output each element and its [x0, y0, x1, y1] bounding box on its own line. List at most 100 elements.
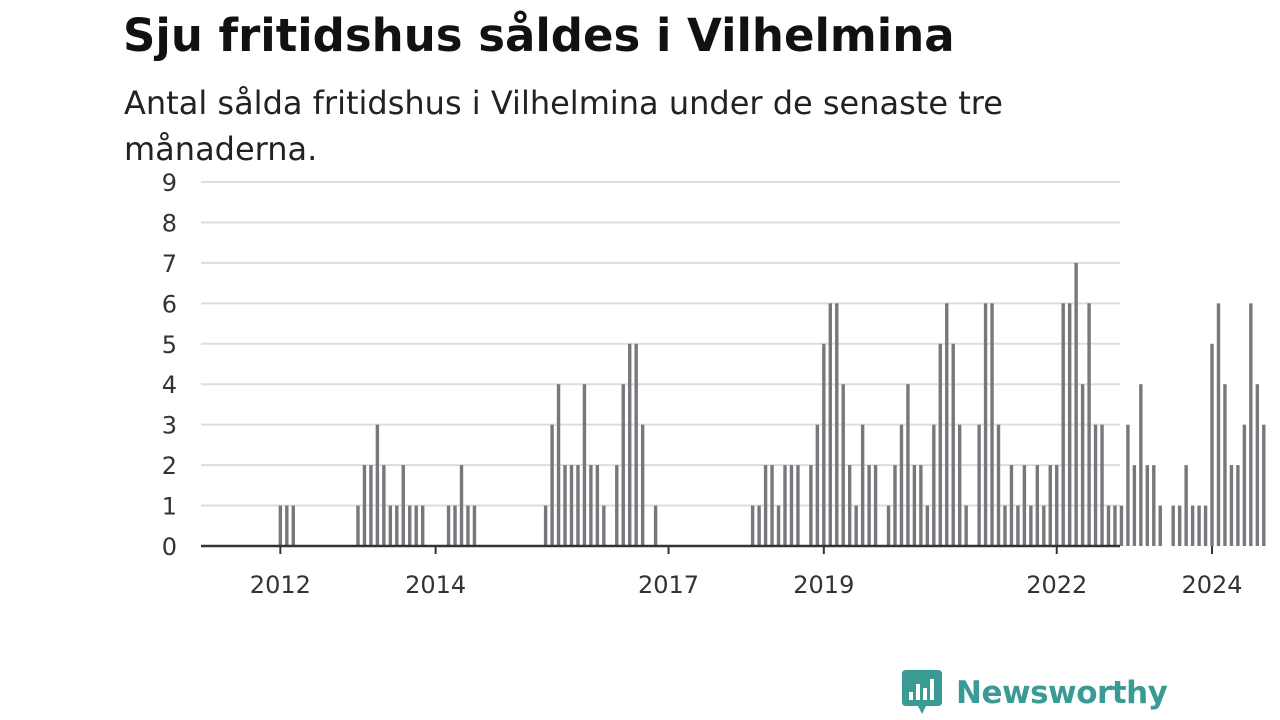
y-tick-label: 4 [162, 371, 177, 399]
bar [1119, 505, 1124, 546]
y-tick-label: 7 [162, 250, 177, 278]
bar [291, 505, 295, 546]
bar [1242, 424, 1247, 546]
bar [640, 424, 645, 546]
y-tick-label: 8 [162, 209, 177, 237]
bar [1093, 424, 1098, 546]
bar [1055, 465, 1059, 546]
bar [983, 303, 988, 546]
bar [615, 465, 619, 546]
chart-subtitle: Antal sålda fritidshus i Vilhelmina unde… [124, 84, 1003, 168]
bar [912, 465, 917, 546]
bar [899, 424, 904, 546]
bar [1177, 505, 1182, 546]
bar [602, 505, 606, 546]
bar [822, 343, 826, 546]
bar [408, 505, 412, 546]
newsworthy-logo: Newsworthy [902, 670, 1168, 716]
bar [414, 505, 418, 546]
bar [1087, 303, 1091, 546]
bar [828, 303, 832, 546]
x-tick-label: 2019 [793, 571, 854, 599]
bar [459, 465, 464, 546]
bar [886, 505, 891, 546]
bar [776, 505, 781, 546]
bar [278, 505, 283, 546]
bar [1022, 465, 1027, 546]
bar [789, 465, 794, 546]
bar [653, 505, 658, 546]
bar [582, 384, 587, 546]
bar [783, 465, 787, 546]
bar [1106, 505, 1111, 546]
bar [996, 424, 1001, 546]
bar [472, 505, 477, 546]
bar [1139, 384, 1143, 546]
bar [446, 505, 451, 546]
bar [401, 465, 405, 546]
bar [957, 424, 962, 546]
bar [569, 465, 574, 546]
bar [841, 384, 845, 546]
y-tick-label: 3 [162, 412, 177, 440]
bar [1223, 384, 1227, 546]
x-tick-label: 2017 [638, 571, 699, 599]
chart-title: Sju fritidshus såldes i Vilhelmina [123, 9, 955, 62]
bar [1009, 465, 1014, 546]
bar [556, 384, 561, 546]
bar [809, 465, 813, 546]
bar [1035, 465, 1040, 546]
bar [925, 505, 930, 546]
bar [356, 505, 360, 546]
bar [420, 505, 425, 546]
bar [1074, 262, 1078, 546]
bar [1197, 505, 1201, 546]
bar [382, 465, 386, 546]
bar [1152, 465, 1156, 546]
bar [1003, 505, 1007, 546]
y-axis-tick-labels: 0 1 2 3 4 5 6 7 8 9 [162, 169, 177, 561]
y-tick-label: 0 [162, 533, 177, 561]
logo-text: Newsworthy [956, 675, 1168, 711]
bar [1171, 505, 1175, 546]
bar [1255, 384, 1260, 546]
bar [770, 465, 774, 546]
bar [906, 384, 910, 546]
bar [543, 505, 548, 546]
bar [1145, 465, 1150, 546]
bar [1216, 303, 1221, 546]
y-tick-label: 9 [162, 169, 177, 197]
bar [951, 343, 955, 546]
bar [388, 505, 393, 546]
bar [932, 424, 936, 546]
bar [634, 343, 638, 546]
bar [873, 465, 878, 546]
bar [1042, 505, 1046, 546]
bar [1080, 384, 1085, 546]
x-tick-label: 2012 [250, 571, 311, 599]
bar [375, 424, 380, 546]
y-tick-label: 5 [162, 331, 177, 359]
bar [796, 465, 800, 546]
bar [550, 424, 554, 546]
x-tick-label: 2014 [405, 571, 466, 599]
x-tick-label: 2022 [1026, 571, 1087, 599]
bar [1061, 303, 1065, 546]
bar [1132, 465, 1137, 546]
bar [285, 505, 289, 546]
bar [919, 465, 923, 546]
bar [867, 465, 871, 546]
bar [1016, 505, 1020, 546]
bar [466, 505, 470, 546]
bar [1210, 343, 1214, 546]
bar [563, 465, 567, 546]
x-axis-tick-labels: 2012 2014 2017 2019 2022 2024 [250, 546, 1243, 599]
bar [1229, 465, 1234, 546]
bar [395, 505, 399, 546]
bar [595, 465, 600, 546]
bar [1029, 505, 1033, 546]
bar [1158, 505, 1162, 546]
bar [621, 384, 625, 546]
bar [1203, 505, 1208, 546]
